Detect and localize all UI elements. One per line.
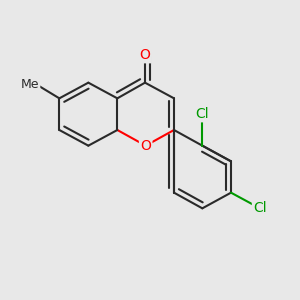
Text: Me: Me xyxy=(21,79,39,92)
Text: O: O xyxy=(140,48,150,62)
Text: Cl: Cl xyxy=(253,201,267,215)
Text: O: O xyxy=(140,139,151,153)
Text: Cl: Cl xyxy=(196,107,209,121)
